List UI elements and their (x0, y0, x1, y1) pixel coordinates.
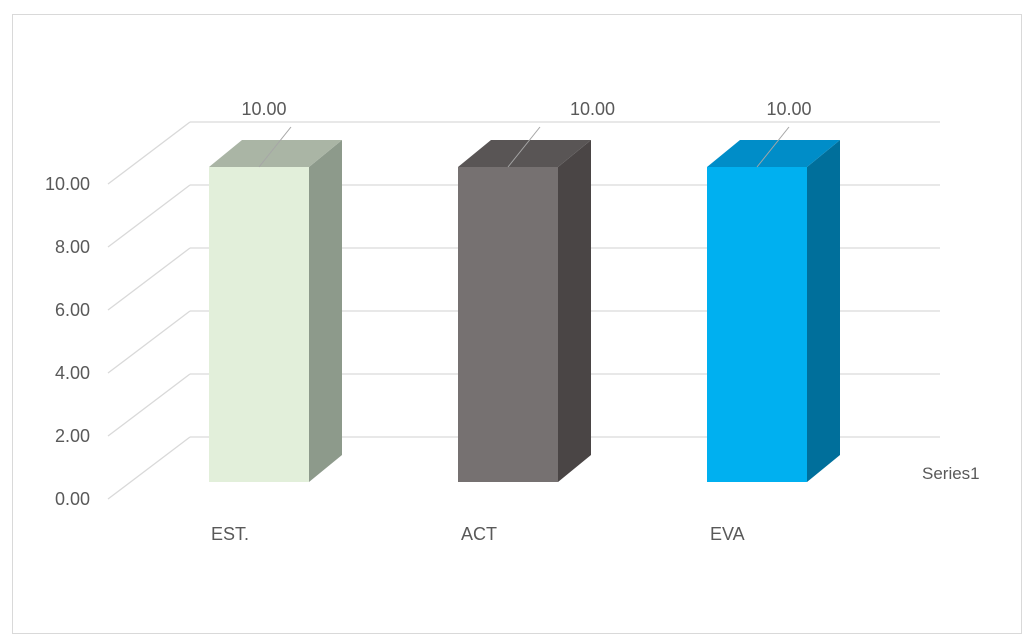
bar-side (309, 140, 342, 482)
leader-line (258, 126, 292, 168)
x-category-label: ACT (461, 524, 497, 544)
series-label: Series1 (922, 464, 980, 483)
data-label: 10.00 (766, 99, 811, 119)
bar-top (707, 140, 840, 167)
y-tick-label: 6.00 (55, 300, 90, 320)
bar-top (458, 140, 591, 167)
bars (209, 140, 840, 482)
gridline-depth (107, 373, 191, 437)
gridline-depth (107, 247, 191, 311)
bar-front (458, 167, 558, 482)
bar-front (707, 167, 807, 482)
x-category-label: EVA (710, 524, 745, 544)
bar-side (558, 140, 591, 482)
gridline-depth (107, 184, 191, 248)
y-tick-label: 0.00 (55, 489, 90, 509)
gridline-depth (107, 436, 191, 500)
y-tick-label: 4.00 (55, 363, 90, 383)
leader-line (756, 126, 790, 168)
data-label: 10.00 (241, 99, 286, 119)
data-label: 10.00 (570, 99, 615, 119)
x-category-label: EST. (211, 524, 249, 544)
bar-front (209, 167, 309, 482)
bar (209, 140, 342, 482)
bar-side (807, 140, 840, 482)
bar (458, 140, 591, 482)
gridline-depth (107, 121, 191, 185)
x-axis-categories: EST. ACT EVA (211, 524, 745, 544)
y-tick-label: 8.00 (55, 237, 90, 257)
bar-top (209, 140, 342, 167)
y-axis-ticks: 0.00 2.00 4.00 6.00 8.00 10.00 (45, 174, 90, 509)
data-labels: 10.00 10.00 10.00 (241, 99, 812, 168)
y-tick-label: 10.00 (45, 174, 90, 194)
y-tick-label: 2.00 (55, 426, 90, 446)
gridline-depth (107, 310, 191, 374)
bar (707, 140, 840, 482)
leader-line (507, 126, 541, 168)
